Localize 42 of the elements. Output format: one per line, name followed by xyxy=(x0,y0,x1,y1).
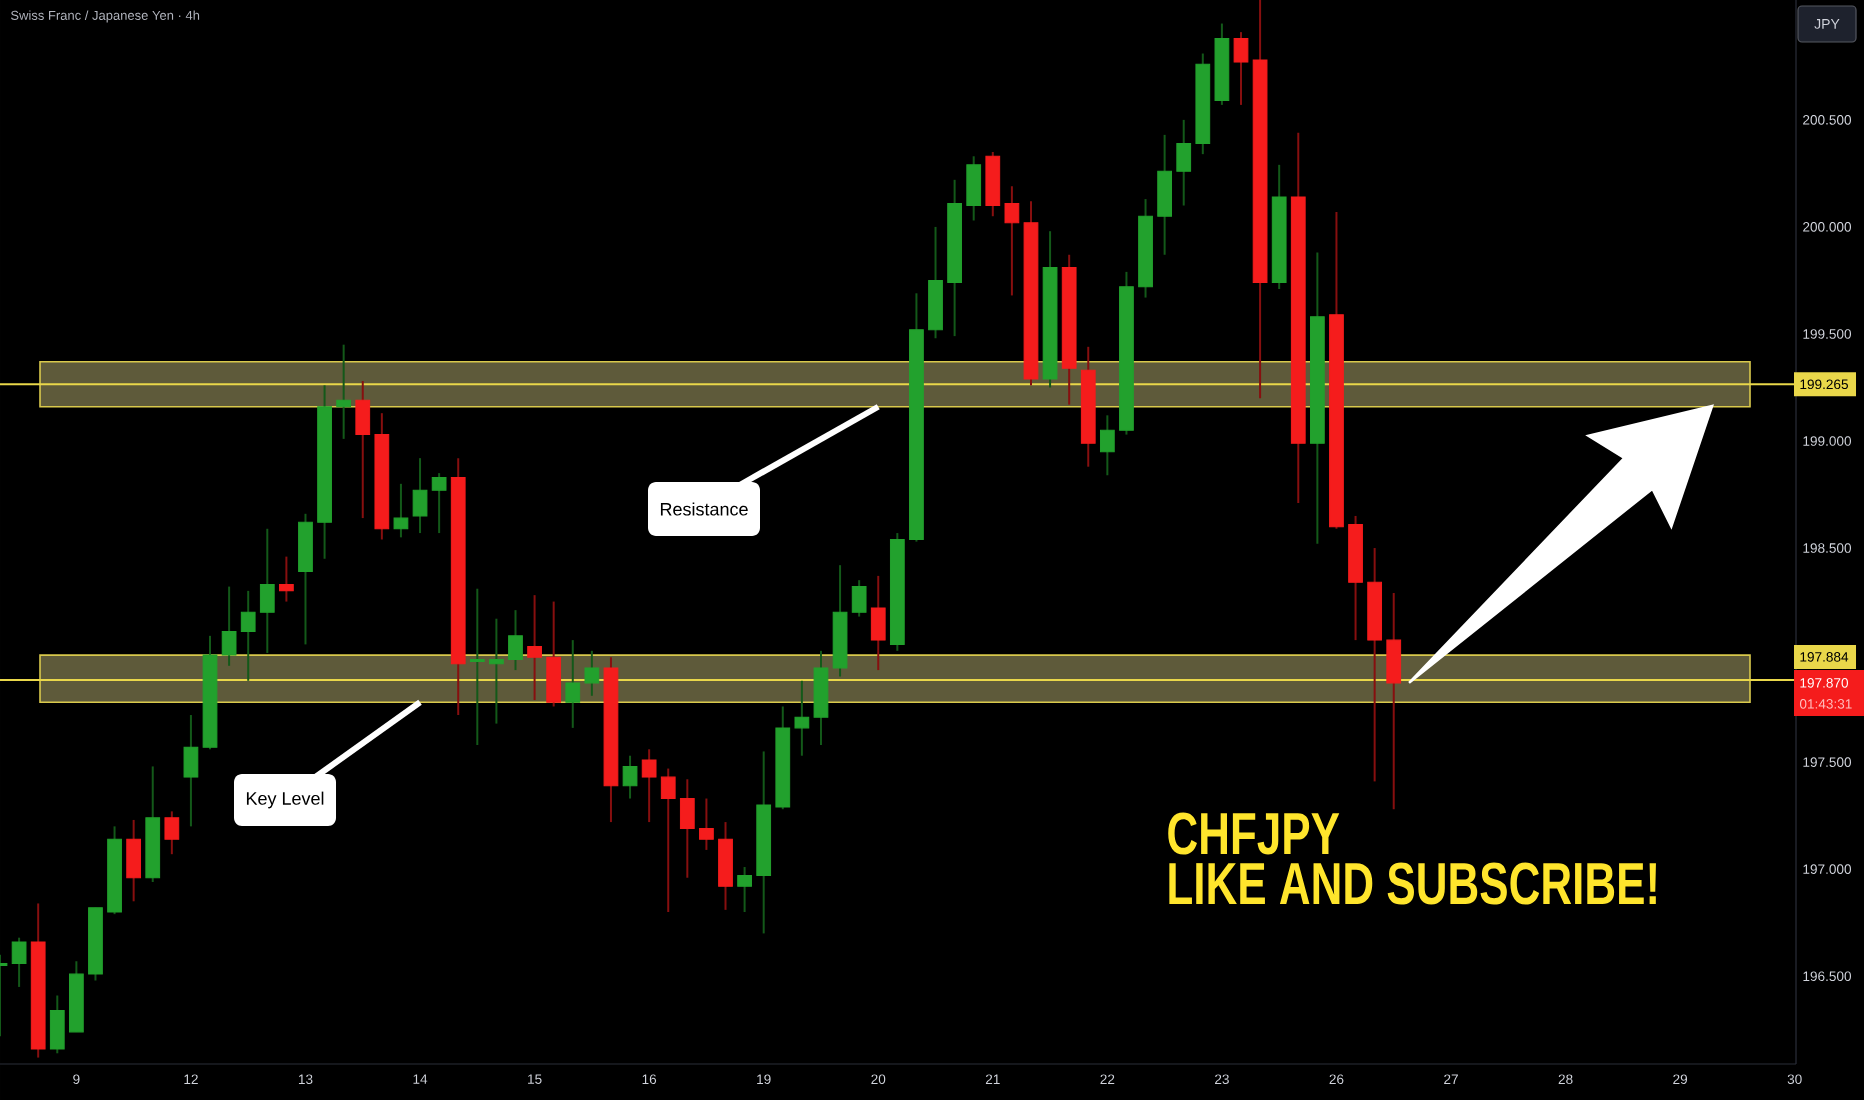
candlestick xyxy=(584,649,600,697)
candlestick xyxy=(622,754,638,800)
candlestick xyxy=(126,818,142,903)
candlestick xyxy=(679,778,695,879)
candlestick xyxy=(546,600,562,708)
candlestick xyxy=(966,155,982,222)
candlestick xyxy=(794,679,810,757)
annotation: Key Level xyxy=(246,791,324,809)
candlestick xyxy=(259,527,275,654)
candlestick xyxy=(870,574,886,672)
candlestick xyxy=(660,767,676,913)
candlestick xyxy=(737,866,752,913)
candlestick xyxy=(1176,118,1192,207)
annotation: Resistance xyxy=(660,502,748,516)
candlestick xyxy=(1233,31,1249,106)
candlestick xyxy=(1004,185,1020,297)
candlestick xyxy=(565,639,581,729)
candlestick xyxy=(183,714,199,828)
candlestick xyxy=(699,797,714,851)
candlestick xyxy=(1157,133,1173,256)
candlestick xyxy=(11,936,27,988)
candlestick xyxy=(489,617,504,725)
candlestick xyxy=(508,609,523,672)
candlestick xyxy=(393,482,409,539)
candlestick xyxy=(641,748,657,824)
candlestick xyxy=(221,585,237,667)
candlestick xyxy=(49,994,65,1055)
candlestick xyxy=(527,594,542,702)
candlestick xyxy=(431,472,447,535)
candlestick xyxy=(412,457,428,535)
annotation: CHFJPY xyxy=(1168,812,1340,855)
candlestick xyxy=(164,810,180,856)
candlestick xyxy=(240,589,256,682)
candlestick xyxy=(851,579,867,618)
candlestick xyxy=(1099,414,1115,477)
candlestick xyxy=(336,343,352,440)
candlestick xyxy=(279,555,294,603)
candlestick xyxy=(469,587,485,747)
annotation: LIKE AND SUBSCRIBE! xyxy=(1169,862,1656,905)
candlestick xyxy=(1386,592,1402,811)
candlestick xyxy=(355,380,371,520)
candlestick xyxy=(718,821,733,911)
